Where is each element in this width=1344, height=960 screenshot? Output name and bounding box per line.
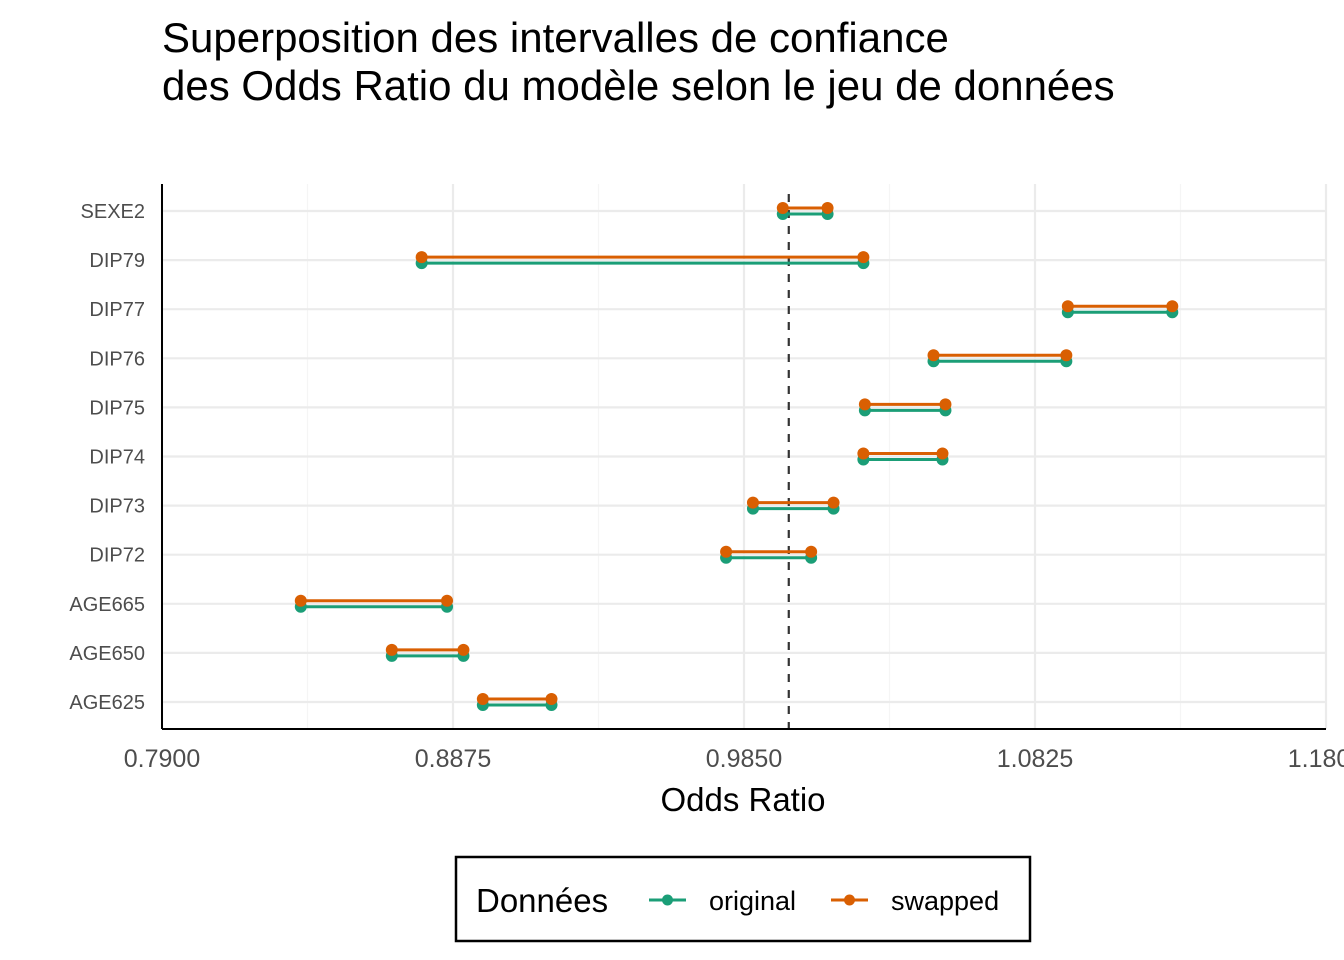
y-tick-label-AGE650: AGE650 xyxy=(69,643,145,665)
point-low-swapped-AGE625 xyxy=(476,693,489,705)
plot-panel: SEXE2 DIP79 DIP77 DIP76 DIP75 DIP74 DIP73 DIP72… xyxy=(69,184,1344,773)
point-high-swapped-DIP76 xyxy=(1060,349,1073,362)
point-low-swapped-DIP74 xyxy=(857,447,870,460)
y-tick-label-DIP73: DIP73 xyxy=(89,496,145,518)
y-tick-label-AGE625: AGE625 xyxy=(69,692,145,714)
point-high-swapped-SEXE2 xyxy=(821,202,834,214)
y-tick-label-DIP76: DIP76 xyxy=(89,348,145,370)
point-high-swapped-DIP75 xyxy=(939,398,952,411)
chart-title-line-2: des Odds Ratio du modèle selon le jeu de… xyxy=(162,62,1115,109)
point-low-swapped-DIP73 xyxy=(746,496,759,509)
series-swapped xyxy=(294,202,1179,705)
point-low-swapped-DIP77 xyxy=(1061,300,1074,313)
chart-title-line-1: Superposition des intervalles de confian… xyxy=(162,14,949,61)
y-tick-label-AGE665: AGE665 xyxy=(69,594,145,616)
x-tick-label-0: 0.7900 xyxy=(124,745,200,773)
point-low-swapped-DIP75 xyxy=(858,398,871,411)
chart-title: Superposition des intervalles de confian… xyxy=(162,14,1115,109)
y-tick-label-SEXE2: SEXE2 xyxy=(81,201,145,223)
y-tick-label-DIP77: DIP77 xyxy=(89,299,145,321)
point-high-swapped-AGE625 xyxy=(545,693,558,705)
y-tick-label-DIP72: DIP72 xyxy=(89,545,145,567)
legend-label-original: original xyxy=(709,886,796,916)
series-original xyxy=(294,208,1179,711)
point-high-swapped-DIP79 xyxy=(857,251,870,264)
point-low-swapped-AGE665 xyxy=(294,594,307,607)
data-marks xyxy=(294,202,1179,711)
x-axis-title: Odds Ratio xyxy=(660,781,825,818)
point-low-swapped-DIP79 xyxy=(415,251,428,264)
legend-title: Données xyxy=(476,882,608,919)
point-low-swapped-AGE650 xyxy=(385,643,398,656)
point-high-swapped-AGE650 xyxy=(457,643,470,656)
x-tick-label-1: 0.8875 xyxy=(415,745,491,773)
legend-item-original: original xyxy=(649,886,796,916)
x-tick-label-3: 1.0825 xyxy=(997,745,1073,773)
point-high-swapped-DIP73 xyxy=(827,496,840,509)
point-high-swapped-AGE665 xyxy=(441,594,454,607)
y-tick-label-DIP74: DIP74 xyxy=(89,447,145,469)
x-tick-label-4: 1.1800 xyxy=(1288,745,1344,773)
axes xyxy=(161,184,1326,730)
point-high-swapped-DIP77 xyxy=(1166,300,1179,313)
legend-key-original-point xyxy=(662,894,673,906)
point-high-swapped-DIP72 xyxy=(805,545,818,558)
x-tick-label-2: 0.9850 xyxy=(706,745,782,773)
y-tick-label-DIP75: DIP75 xyxy=(89,397,145,419)
point-low-swapped-SEXE2 xyxy=(776,202,789,214)
legend: Données original swapped xyxy=(454,855,1032,943)
point-low-swapped-DIP72 xyxy=(720,545,733,558)
y-tick-labels: SEXE2 DIP79 DIP77 DIP76 DIP75 DIP74 DIP73 DIP72… xyxy=(69,201,145,714)
grid-major xyxy=(160,184,1328,729)
x-tick-labels: 0.7900 0.8875 0.9850 1.0825 1.1800 xyxy=(124,745,1344,773)
point-high-swapped-DIP74 xyxy=(936,447,949,460)
legend-box xyxy=(454,855,1032,943)
legend-item-swapped: swapped xyxy=(831,886,999,916)
point-low-swapped-DIP76 xyxy=(927,349,940,362)
y-tick-label-DIP79: DIP79 xyxy=(89,250,145,272)
legend-key-swapped-point xyxy=(844,894,855,906)
legend-label-swapped: swapped xyxy=(891,886,999,916)
